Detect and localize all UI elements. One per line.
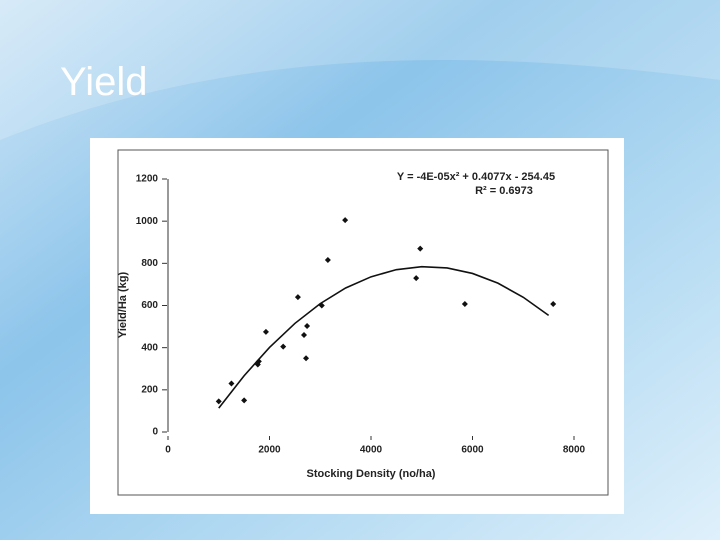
slide-title: Yield — [60, 60, 147, 104]
x-tick-label: 8000 — [563, 445, 586, 456]
decor — [0, 0, 720, 140]
x-tick-label: 0 — [165, 445, 171, 456]
x-axis-label: Stocking Density (no/ha) — [307, 468, 436, 480]
y-tick-label: 800 — [141, 258, 158, 269]
y-tick-label: 1000 — [136, 216, 159, 227]
x-tick-label: 4000 — [360, 445, 383, 456]
data-point — [280, 343, 287, 350]
data-point — [241, 397, 248, 404]
y-tick-label: 200 — [141, 384, 158, 395]
data-point — [262, 328, 269, 335]
data-point — [294, 294, 301, 301]
y-tick-label: 600 — [141, 300, 158, 311]
data-point — [461, 301, 468, 308]
data-point — [301, 332, 308, 339]
chart-border — [117, 149, 609, 496]
data-point — [413, 275, 420, 282]
x-tick-label: 6000 — [461, 445, 484, 456]
data-point — [303, 355, 310, 362]
data-point — [228, 380, 235, 387]
y-tick-label: 1200 — [136, 174, 159, 185]
y-tick-label: 0 — [152, 427, 158, 438]
data-point — [550, 301, 557, 308]
data-point — [324, 256, 331, 263]
data-point — [255, 358, 262, 365]
x-tick-label: 2000 — [258, 445, 281, 456]
data-point — [417, 245, 424, 252]
data-point — [342, 217, 349, 224]
data-point — [215, 398, 222, 405]
trendline — [218, 265, 550, 409]
annotation: Y = -4E-05x² + 0.4077x - 254.45 — [397, 171, 555, 183]
annotation: R² = 0.6973 — [475, 185, 533, 197]
data-point — [304, 322, 311, 329]
data-point — [318, 302, 325, 309]
y-axis-label: Yield/Ha (kg) — [117, 272, 129, 339]
chart-panel — [90, 138, 624, 514]
y-tick-label: 400 — [141, 342, 158, 353]
